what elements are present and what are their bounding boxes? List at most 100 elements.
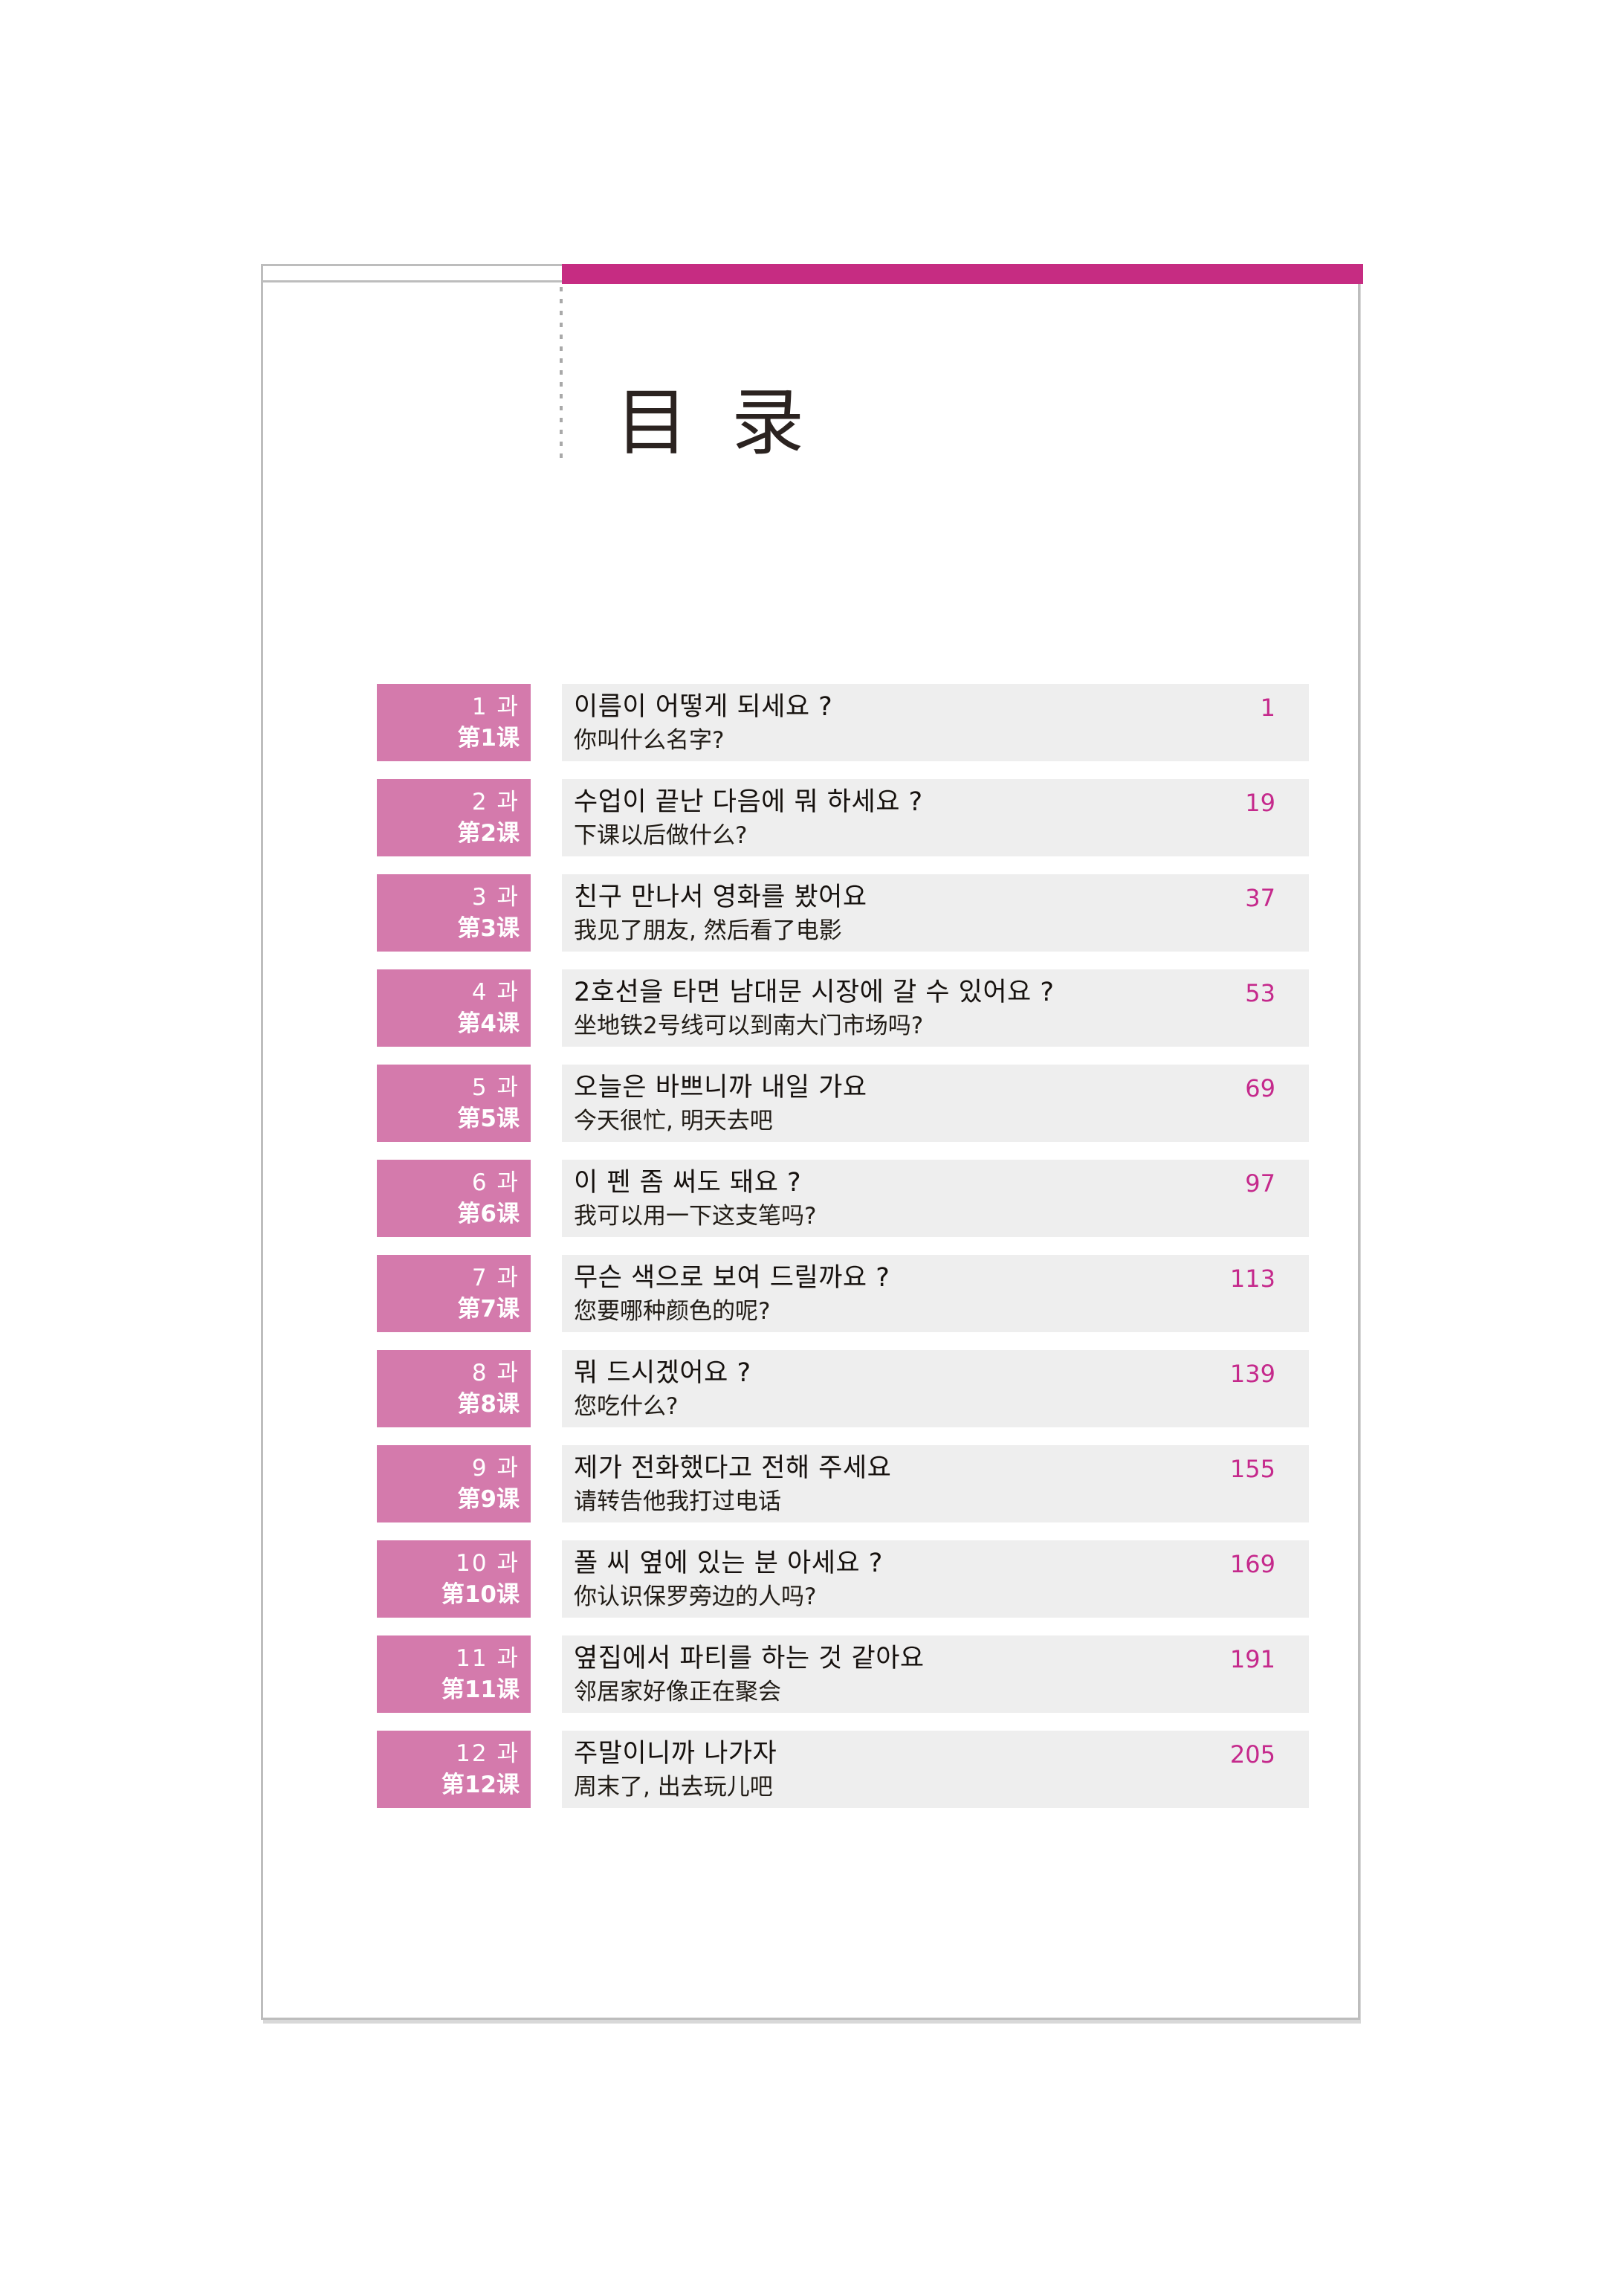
lesson-title-chinese: 您要哪种颜色的呢?	[574, 1298, 771, 1325]
lesson-number-chinese: 第5课	[457, 1105, 520, 1132]
lesson-title-korean: 수업이 끝난 다음에 뭐 하세요 ?	[574, 787, 923, 817]
lesson-number-chinese: 第10课	[441, 1581, 520, 1608]
lesson-number-chinese: 第4课	[457, 1010, 520, 1037]
lesson-number-korean: 4 과	[471, 979, 520, 1006]
toc-row: 8 과 第8课 뭐 드시겠어요 ? 您吃什么? 139	[377, 1350, 1313, 1427]
lesson-number-chinese: 第12课	[441, 1772, 520, 1798]
lesson-number-label: 5 과 第5课	[377, 1065, 531, 1142]
lesson-title-chinese: 请转告他我打过电话	[574, 1488, 781, 1515]
lesson-entry: 뭐 드시겠어요 ? 您吃什么? 139	[562, 1350, 1309, 1427]
lesson-number-korean: 1 과	[471, 694, 520, 720]
lesson-title-chinese: 我可以用一下这支笔吗?	[574, 1203, 817, 1230]
lesson-title-chinese: 下课以后做什么?	[574, 822, 748, 849]
lesson-number-label: 8 과 第8课	[377, 1350, 531, 1427]
lesson-number-chinese: 第1课	[457, 725, 520, 752]
lesson-title-korean: 무슨 색으로 보여 드릴까요 ?	[574, 1263, 890, 1293]
lesson-entry: 2호선을 타면 남대문 시장에 갈 수 있어요 ? 坐地铁2号线可以到南大门市场…	[562, 969, 1309, 1047]
page-title: 目 录	[615, 387, 804, 459]
lesson-page-number: 97	[1245, 1169, 1275, 1198]
lesson-number-chinese: 第7课	[457, 1296, 520, 1323]
lesson-number-label: 6 과 第6课	[377, 1160, 531, 1237]
lesson-title-korean: 제가 전화했다고 전해 주세요	[574, 1453, 892, 1483]
page-title-char-1: 目	[615, 381, 689, 465]
toc-row: 6 과 第6课 이 펜 좀 써도 돼요 ? 我可以用一下这支笔吗? 97	[377, 1160, 1313, 1237]
lesson-number-label: 9 과 第9课	[377, 1445, 531, 1522]
lesson-number-korean: 5 과	[471, 1074, 520, 1101]
lesson-entry: 이름이 어떻게 되세요 ? 你叫什么名字? 1	[562, 684, 1309, 761]
lesson-title-korean: 오늘은 바쁘니까 내일 가요	[574, 1073, 867, 1102]
lesson-entry: 친구 만나서 영화를 봤어요 我见了朋友, 然后看了电影 37	[562, 874, 1309, 952]
toc-row: 4 과 第4课 2호선을 타면 남대문 시장에 갈 수 있어요 ? 坐地铁2号线…	[377, 969, 1313, 1047]
lesson-page-number: 1	[1260, 694, 1275, 722]
lesson-title-chinese: 你认识保罗旁边的人吗?	[574, 1583, 817, 1610]
lesson-page-number: 205	[1229, 1740, 1275, 1769]
toc-list: 1 과 第1课 이름이 어떻게 되세요 ? 你叫什么名字? 1 2 과 第2课 …	[377, 684, 1313, 1826]
lesson-number-chinese: 第6课	[457, 1201, 520, 1227]
toc-row: 2 과 第2课 수업이 끝난 다음에 뭐 하세요 ? 下课以后做什么? 19	[377, 779, 1313, 856]
toc-row: 3 과 第3课 친구 만나서 영화를 봤어요 我见了朋友, 然后看了电影 37	[377, 874, 1313, 952]
toc-row: 5 과 第5课 오늘은 바쁘니까 내일 가요 今天很忙, 明天去吧 69	[377, 1065, 1313, 1142]
lesson-title-korean: 옆집에서 파티를 하는 것 같아요	[574, 1644, 925, 1673]
lesson-number-label: 2 과 第2课	[377, 779, 531, 856]
dotted-guide-line	[560, 287, 563, 465]
lesson-entry: 주말이니까 나가자 周末了, 出去玩儿吧 205	[562, 1731, 1309, 1808]
lesson-number-korean: 8 과	[471, 1360, 520, 1386]
lesson-entry: 오늘은 바쁘니까 내일 가요 今天很忙, 明天去吧 69	[562, 1065, 1309, 1142]
lesson-number-korean: 7 과	[471, 1265, 520, 1291]
lesson-title-chinese: 我见了朋友, 然后看了电影	[574, 917, 842, 944]
lesson-number-korean: 11 과	[456, 1645, 520, 1672]
page-title-char-2: 录	[731, 381, 805, 465]
lesson-page-number: 69	[1245, 1074, 1275, 1102]
lesson-number-korean: 12 과	[456, 1740, 520, 1767]
lesson-page-number: 37	[1245, 884, 1275, 912]
lesson-title-chinese: 你叫什么名字?	[574, 727, 725, 754]
lesson-number-chinese: 第2课	[457, 820, 520, 847]
lesson-number-label: 11 과 第11课	[377, 1635, 531, 1713]
lesson-page-number: 191	[1229, 1645, 1275, 1673]
lesson-page-number: 53	[1245, 979, 1275, 1007]
lesson-number-korean: 2 과	[471, 789, 520, 816]
lesson-title-korean: 주말이니까 나가자	[574, 1739, 777, 1769]
lesson-page-number: 155	[1229, 1455, 1275, 1483]
lesson-title-chinese: 今天很忙, 明天去吧	[574, 1108, 773, 1134]
book-page: 目 录 1 과 第1课 이름이 어떻게 되세요 ? 你叫什么名字? 1 2 과 …	[261, 264, 1363, 2020]
lesson-page-number: 113	[1229, 1265, 1275, 1293]
lesson-entry: 폴 씨 옆에 있는 분 아세요 ? 你认识保罗旁边的人吗? 169	[562, 1540, 1309, 1618]
lesson-number-label: 3 과 第3课	[377, 874, 531, 952]
lesson-title-chinese: 周末了, 出去玩儿吧	[574, 1774, 773, 1801]
header-accent-bar	[562, 264, 1363, 284]
lesson-title-korean: 이 펜 좀 써도 돼요 ?	[574, 1168, 802, 1198]
lesson-title-korean: 뭐 드시겠어요 ?	[574, 1358, 751, 1388]
lesson-number-chinese: 第3课	[457, 915, 520, 942]
lesson-page-number: 19	[1245, 789, 1275, 817]
lesson-title-korean: 2호선을 타면 남대문 시장에 갈 수 있어요 ?	[574, 978, 1055, 1007]
lesson-entry: 무슨 색으로 보여 드릴까요 ? 您要哪种颜色的呢? 113	[562, 1255, 1309, 1332]
lesson-number-korean: 9 과	[471, 1455, 520, 1482]
lesson-title-chinese: 坐地铁2号线可以到南大门市场吗?	[574, 1013, 924, 1039]
toc-row: 1 과 第1课 이름이 어떻게 되세요 ? 你叫什么名字? 1	[377, 684, 1313, 761]
top-left-rule	[261, 280, 564, 282]
lesson-title-korean: 폴 씨 옆에 있는 분 아세요 ?	[574, 1549, 883, 1578]
lesson-number-chinese: 第11课	[441, 1676, 520, 1703]
lesson-number-chinese: 第8课	[457, 1391, 520, 1418]
toc-row: 11 과 第11课 옆집에서 파티를 하는 것 같아요 邻居家好像正在聚会 19…	[377, 1635, 1313, 1713]
lesson-entry: 수업이 끝난 다음에 뭐 하세요 ? 下课以后做什么? 19	[562, 779, 1309, 856]
lesson-page-number: 169	[1229, 1550, 1275, 1578]
lesson-number-korean: 6 과	[471, 1169, 520, 1196]
lesson-number-label: 12 과 第12课	[377, 1731, 531, 1808]
lesson-number-label: 4 과 第4课	[377, 969, 531, 1047]
lesson-page-number: 139	[1229, 1360, 1275, 1388]
lesson-entry: 이 펜 좀 써도 돼요 ? 我可以用一下这支笔吗? 97	[562, 1160, 1309, 1237]
lesson-title-korean: 이름이 어떻게 되세요 ?	[574, 692, 833, 722]
lesson-title-korean: 친구 만나서 영화를 봤어요	[574, 882, 867, 912]
lesson-entry: 옆집에서 파티를 하는 것 같아요 邻居家好像正在聚会 191	[562, 1635, 1309, 1713]
lesson-title-chinese: 您吃什么?	[574, 1393, 679, 1420]
toc-row: 9 과 第9课 제가 전화했다고 전해 주세요 请转告他我打过电话 155	[377, 1445, 1313, 1522]
lesson-number-korean: 3 과	[471, 884, 520, 911]
lesson-number-chinese: 第9课	[457, 1486, 520, 1513]
lesson-number-label: 7 과 第7课	[377, 1255, 531, 1332]
toc-row: 10 과 第10课 폴 씨 옆에 있는 분 아세요 ? 你认识保罗旁边的人吗? …	[377, 1540, 1313, 1618]
lesson-entry: 제가 전화했다고 전해 주세요 请转告他我打过电话 155	[562, 1445, 1309, 1522]
lesson-title-chinese: 邻居家好像正在聚会	[574, 1679, 781, 1705]
lesson-number-label: 10 과 第10课	[377, 1540, 531, 1618]
